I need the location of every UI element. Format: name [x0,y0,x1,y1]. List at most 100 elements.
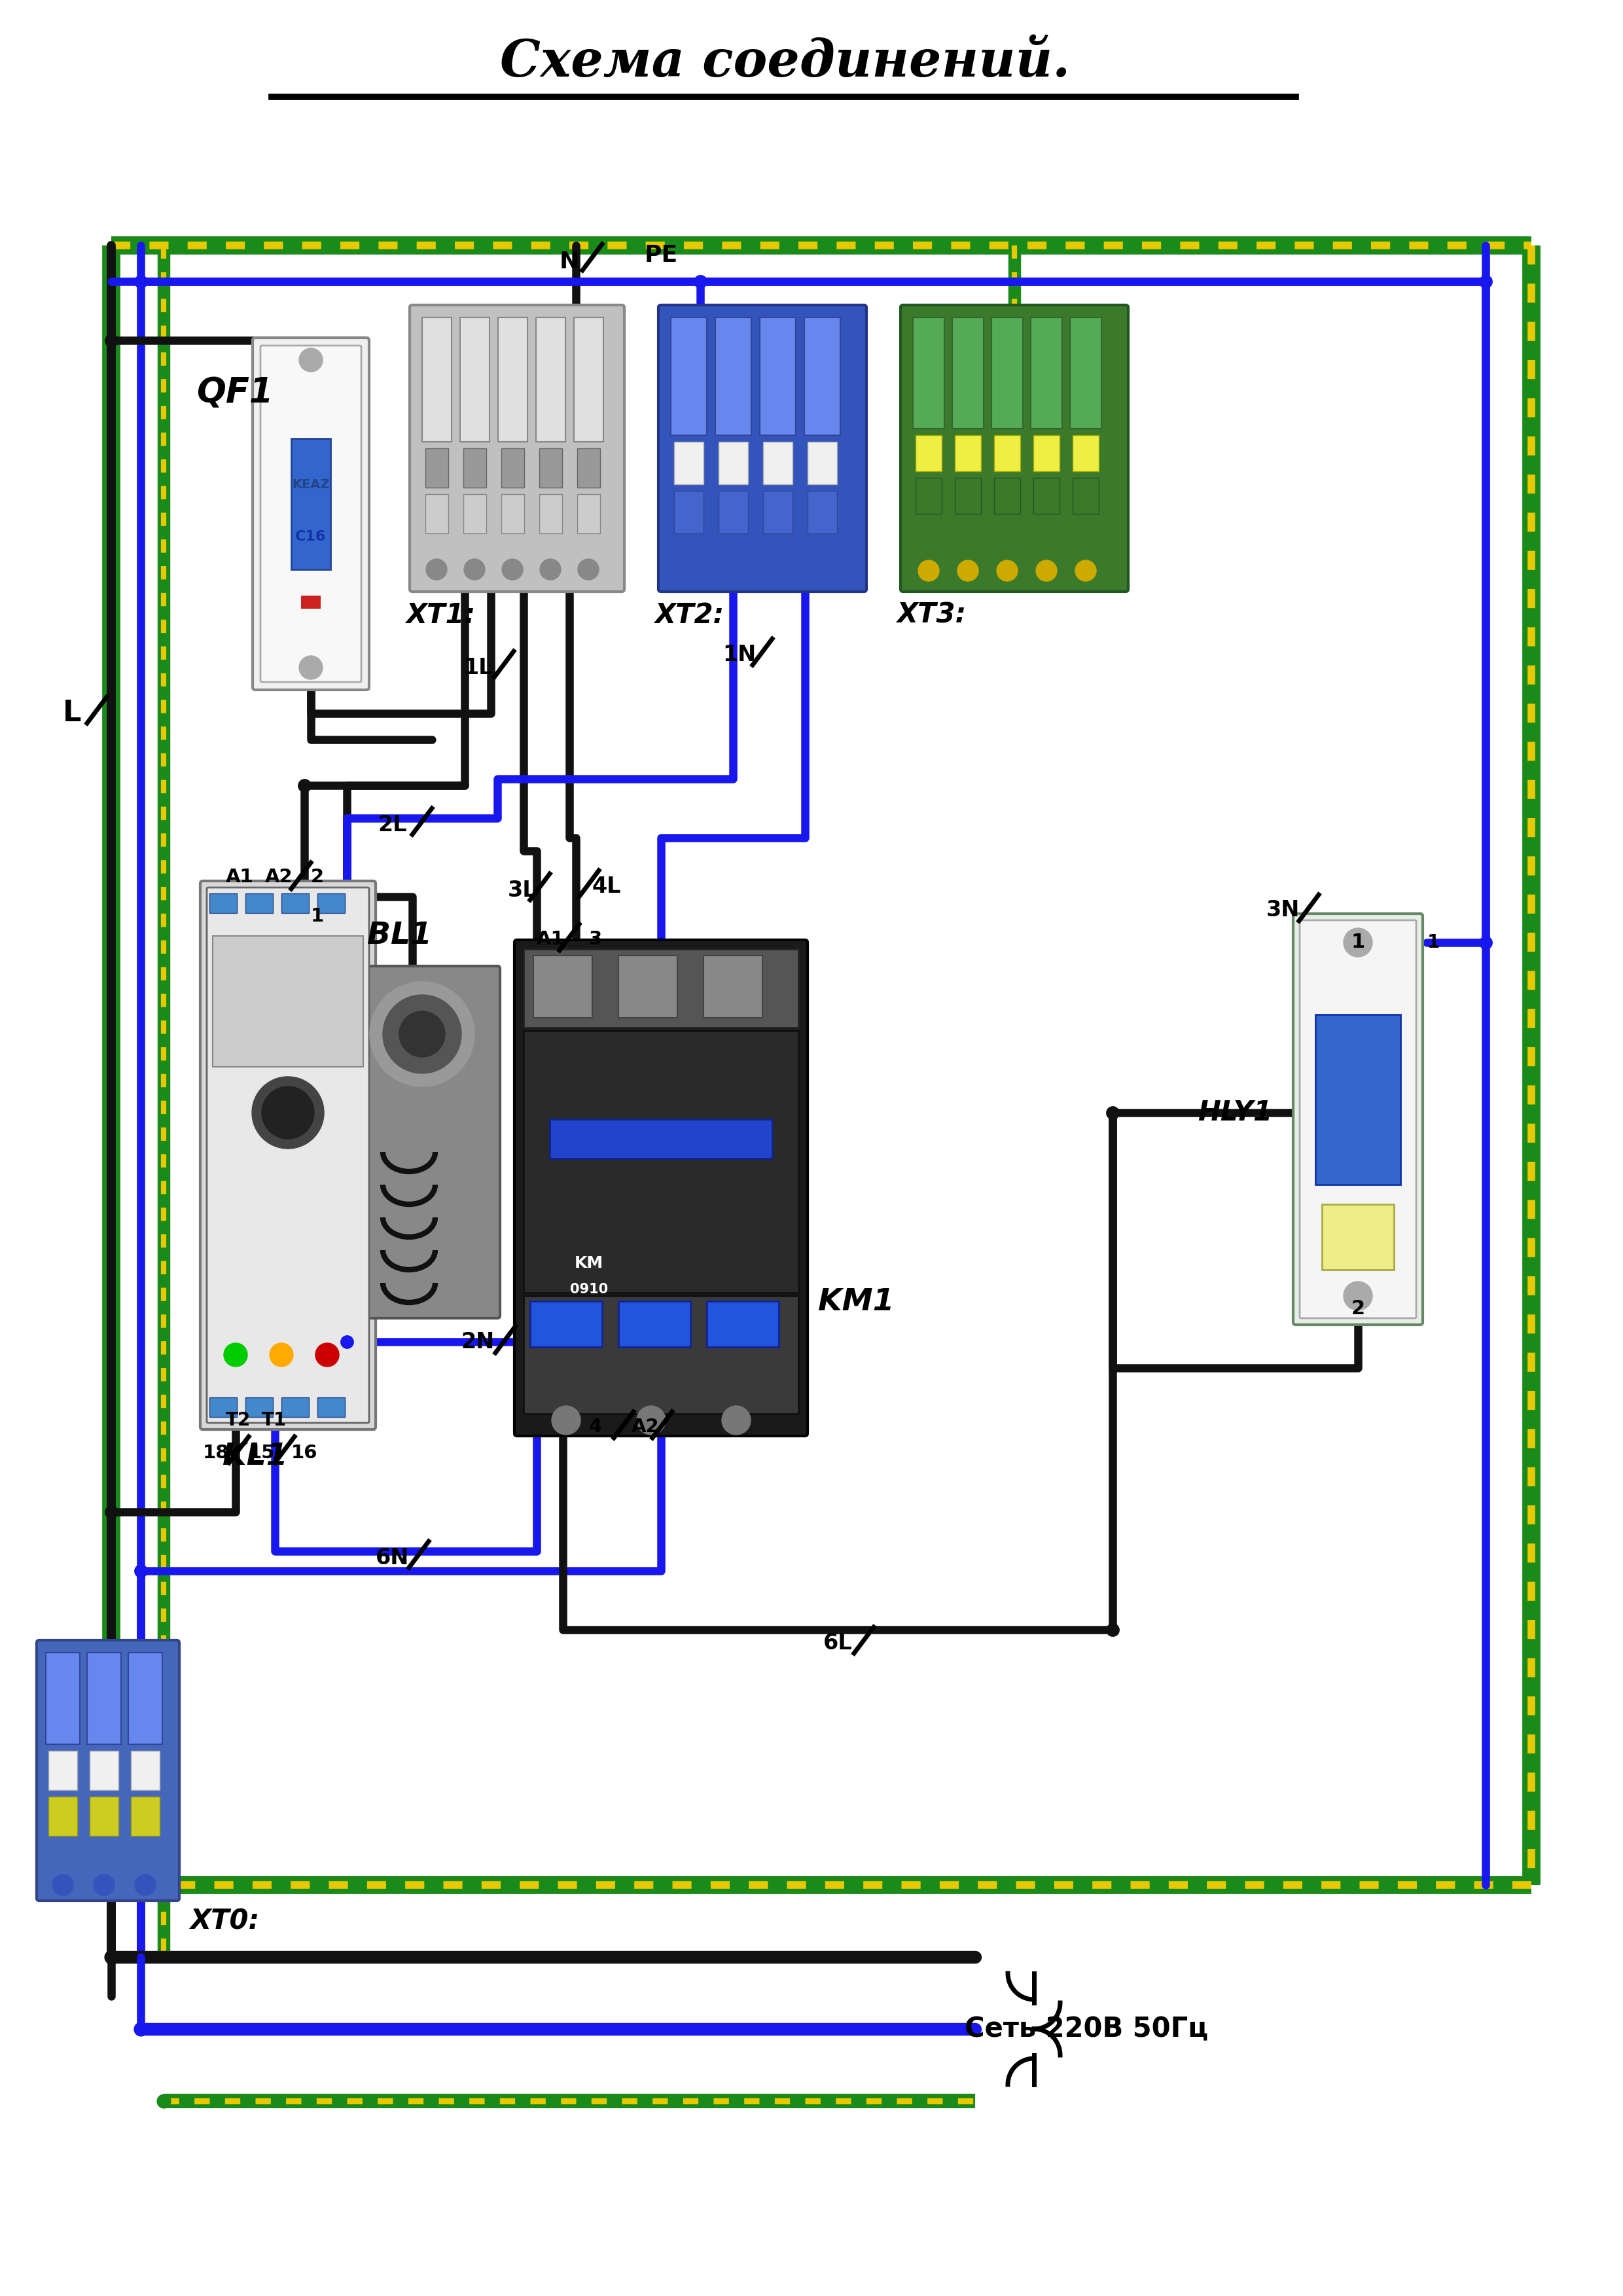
Text: 0910: 0910 [570,1283,609,1295]
Bar [463,448,487,487]
FancyBboxPatch shape [206,889,368,1424]
Bar [763,491,792,533]
Bar [539,494,562,533]
Bar [245,893,273,914]
Circle shape [722,558,743,581]
Bar [524,948,799,1029]
Circle shape [678,558,700,581]
Text: 3: 3 [589,930,602,948]
Bar [291,439,331,569]
Text: 3N: 3N [1266,900,1300,921]
Text: QF1: QF1 [196,377,273,409]
Circle shape [299,657,323,680]
Text: KEAZ: KEAZ [292,478,329,491]
Text: A1: A1 [537,930,565,948]
Text: XT2:: XT2: [654,602,724,629]
Bar [536,317,565,441]
Circle shape [383,994,461,1075]
Circle shape [919,560,940,581]
Text: 18: 18 [203,1444,229,1463]
Bar [281,1398,308,1417]
Bar [719,491,748,533]
Bar [808,491,837,533]
Bar [674,491,703,533]
Circle shape [1344,1281,1373,1311]
FancyBboxPatch shape [260,347,362,682]
Bar [89,1795,118,1837]
FancyBboxPatch shape [1300,921,1417,1318]
Circle shape [1074,560,1096,581]
Bar [209,1398,237,1417]
Bar [88,1653,122,1745]
Bar [318,1398,344,1417]
Circle shape [252,1077,325,1148]
Text: KM1: KM1 [818,1288,894,1318]
Circle shape [315,1343,339,1366]
Circle shape [224,1343,247,1366]
Bar [578,494,601,533]
Bar [915,436,941,471]
Text: 16: 16 [291,1444,318,1463]
Bar [45,1653,80,1745]
Bar [281,893,308,914]
Circle shape [464,558,485,581]
Bar [954,436,980,471]
Bar [425,448,448,487]
Bar [915,478,941,514]
Bar [89,1752,118,1791]
Bar [209,893,237,914]
Bar [318,893,344,914]
Bar [1323,1205,1394,1270]
Circle shape [997,560,1018,581]
Bar [719,441,748,484]
Bar [706,1302,779,1348]
FancyBboxPatch shape [37,1639,179,1901]
Circle shape [299,349,323,372]
Circle shape [1344,928,1373,957]
Text: 1: 1 [310,907,325,925]
Bar [1073,436,1099,471]
Bar [459,317,490,441]
Circle shape [578,558,599,581]
Circle shape [135,1874,156,1896]
Bar [1031,317,1061,429]
Bar [703,955,763,1017]
Bar [502,494,524,533]
Bar [502,448,524,487]
FancyBboxPatch shape [901,305,1128,592]
Text: 4: 4 [589,1417,602,1435]
Circle shape [261,1086,315,1139]
Bar [993,478,1021,514]
Text: 15: 15 [248,1444,274,1463]
Circle shape [370,983,474,1086]
Bar [531,1302,602,1348]
Text: XT3:: XT3: [896,602,966,629]
FancyBboxPatch shape [1294,914,1423,1325]
Bar [524,1295,799,1414]
Circle shape [269,1343,294,1366]
Text: XT0:: XT0: [190,1908,260,1936]
Bar [578,448,601,487]
Text: T1: T1 [261,1412,287,1430]
Bar [1034,436,1060,471]
Bar [128,1653,162,1745]
Bar [463,494,487,533]
Text: Сеть 220В 50Гц: Сеть 220В 50Гц [964,2016,1208,2043]
Text: 1N: 1N [722,643,756,666]
FancyBboxPatch shape [253,338,368,689]
Bar [498,317,527,441]
Bar [674,441,703,484]
Text: 2N: 2N [461,1332,495,1352]
Text: C16: C16 [295,530,326,544]
Bar [1070,317,1102,429]
Bar [422,317,451,441]
Text: 3L: 3L [508,879,537,900]
Bar [575,317,604,441]
Circle shape [540,558,562,581]
Bar [534,955,592,1017]
Bar [245,1398,273,1417]
Text: XT1:: XT1: [406,602,476,629]
Circle shape [502,558,523,581]
Text: PE: PE [644,243,678,266]
Bar [49,1752,78,1791]
